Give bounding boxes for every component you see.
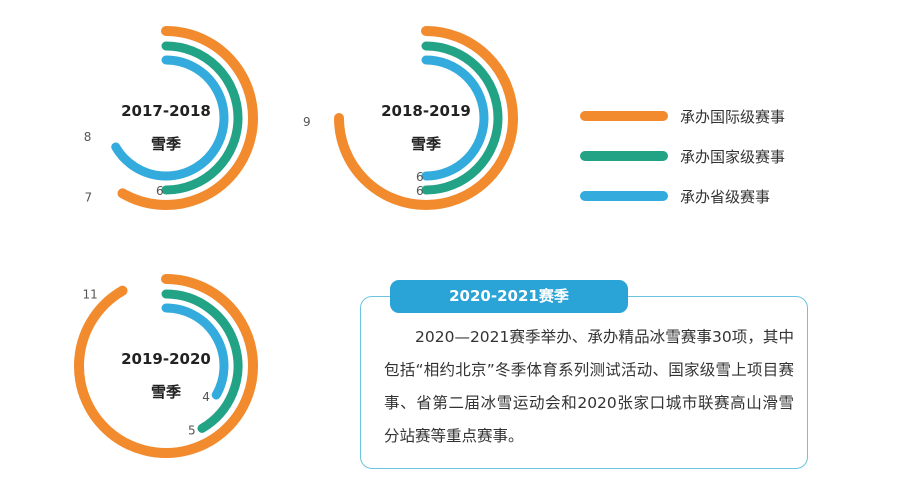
label-0-provincial: 8 — [84, 130, 92, 144]
arc-2-provincial — [161, 303, 229, 400]
label-2-national: 5 — [188, 423, 196, 437]
label-1-intl: 9 — [303, 115, 311, 129]
arc-0-provincial — [111, 55, 229, 181]
arc-1-intl — [334, 26, 518, 210]
legend-label-provincial: 承办省级赛事 — [680, 187, 771, 206]
arc-0-intl — [117, 26, 258, 210]
legend-item-intl: 承办国际级赛事 — [580, 96, 785, 136]
legend-swatch-provincial — [580, 191, 668, 201]
legend-swatch-national — [580, 151, 668, 161]
legend-label-national: 承办国家级赛事 — [680, 147, 786, 166]
chart-1-subtitle: 雪季 — [411, 135, 441, 153]
legend-label-intl: 承办国际级赛事 — [680, 107, 786, 126]
arc-2-intl — [74, 274, 258, 458]
legend-swatch-intl — [580, 111, 668, 121]
arc-1-provincial — [421, 55, 489, 181]
chart-0-subtitle: 雪季 — [151, 135, 181, 153]
label-2-provincial: 4 — [202, 390, 210, 404]
chart-2-title: 2019-2020 — [121, 350, 211, 368]
label-0-national: 6 — [156, 184, 164, 198]
arc-0-national — [161, 41, 243, 195]
legend-item-national: 承办国家级赛事 — [580, 136, 785, 176]
arc-2-national — [161, 289, 243, 433]
chart-1-title: 2018-2019 — [381, 102, 471, 120]
info-text: 2020—2021赛季举办、承办精品冰雪赛事30项，其中包括“相约北京”冬季体育… — [384, 328, 794, 445]
label-0-intl: 7 — [85, 190, 93, 204]
legend: 承办国际级赛事 承办国家级赛事 承办省级赛事 — [580, 96, 785, 216]
label-1-national: 6 — [416, 184, 424, 198]
arc-1-national — [421, 41, 503, 195]
label-1-provincial: 6 — [416, 170, 424, 184]
label-2-intl: 11 — [83, 288, 98, 302]
info-title: 2020-2021赛季 — [390, 280, 628, 313]
chart-0-title: 2017-2018 — [121, 102, 211, 120]
legend-item-provincial: 承办省级赛事 — [580, 176, 785, 216]
chart-2-subtitle: 雪季 — [151, 383, 181, 401]
